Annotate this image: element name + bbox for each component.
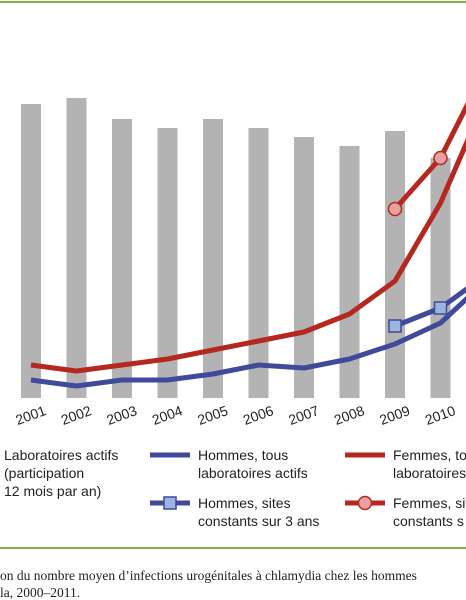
caption-line: la, 2000–2011. bbox=[0, 585, 80, 600]
x-tick-label: 2005 bbox=[195, 402, 230, 428]
x-tick-label: 2010 bbox=[423, 402, 458, 428]
bar bbox=[203, 119, 223, 398]
bar bbox=[339, 146, 360, 398]
bar bbox=[66, 98, 87, 398]
x-tick-label: 2006 bbox=[241, 402, 276, 428]
bar bbox=[430, 158, 451, 398]
x-tick-label: 2004 bbox=[150, 402, 185, 428]
legend-label: Laboratoires actifs (participation 12 mois… bbox=[4, 447, 118, 499]
x-tick-label: 2008 bbox=[332, 402, 367, 428]
legend-label-line: Hommes, sites bbox=[198, 495, 291, 511]
x-tick-label: 2002 bbox=[59, 402, 94, 428]
legend-label: Hommes, sites constants sur 3 ans bbox=[198, 495, 319, 529]
x-tick-label: 2007 bbox=[286, 402, 321, 428]
legend-label-line: laboratoires actifs bbox=[198, 465, 308, 481]
legend-label-line: (participation bbox=[4, 465, 84, 481]
line bbox=[30, 296, 466, 389]
bar bbox=[294, 137, 314, 398]
line bbox=[30, 137, 466, 374]
x-tick-label: 2000 bbox=[0, 402, 3, 428]
legend-label: Hommes, tous laboratoires actifs bbox=[198, 447, 308, 481]
legend-marker bbox=[163, 496, 177, 510]
marker bbox=[433, 301, 448, 315]
bar bbox=[112, 119, 132, 398]
bar bbox=[157, 128, 178, 398]
x-tick-label: 2001 bbox=[13, 402, 48, 428]
legend-label: Femmes, to laboratoires bbox=[393, 447, 466, 481]
marker bbox=[388, 319, 402, 333]
bar bbox=[21, 104, 41, 398]
legend-label-line: constants sur 3 ans bbox=[198, 513, 319, 529]
legend-label: Femmes, sit constants s bbox=[393, 495, 466, 529]
legend-label-line: Femmes, to bbox=[393, 447, 466, 463]
legend-marker bbox=[357, 495, 373, 511]
marker bbox=[387, 201, 403, 217]
marker bbox=[433, 150, 448, 166]
legend-label-line: Femmes, sit bbox=[393, 495, 466, 511]
legend-label-line: Laboratoires actifs bbox=[4, 447, 118, 463]
legend-label-line: laboratoires bbox=[393, 465, 466, 481]
caption-line: on du nombre moyen d’infections urogénit… bbox=[0, 568, 417, 583]
legend-label-line: Hommes, tous bbox=[198, 447, 288, 463]
legend-label-line: 12 mois par an) bbox=[4, 483, 101, 499]
x-tick-label: 2003 bbox=[104, 402, 139, 428]
legend-label-line: constants s bbox=[393, 513, 464, 529]
x-tick-label: 2009 bbox=[377, 402, 412, 428]
bar bbox=[248, 128, 269, 398]
